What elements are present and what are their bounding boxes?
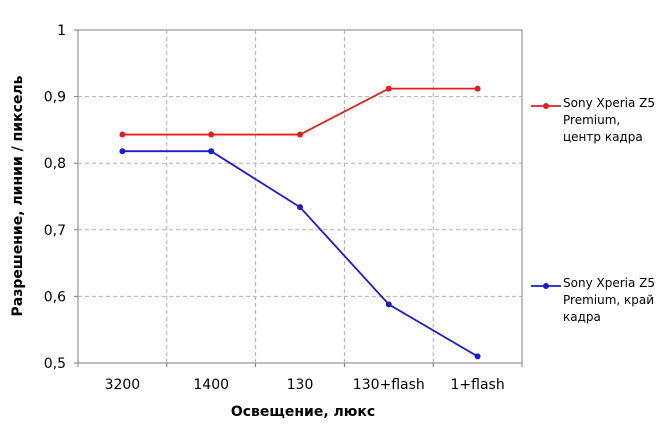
data-point: [119, 148, 126, 155]
x-tick-label: 1+flash: [450, 377, 504, 393]
legend-label-edge: Sony Xperia Z5 Premium, край кадра: [563, 276, 655, 324]
x-axis-label: Освещение, люкс: [231, 404, 375, 420]
y-tick-label: 0,7: [44, 223, 66, 239]
data-point: [297, 131, 303, 138]
legend-swatch-center: [531, 103, 561, 109]
y-tick-label: 0,6: [44, 289, 66, 305]
data-point: [385, 301, 392, 308]
y-tick-label: 0,9: [44, 90, 66, 106]
legend-swatch-edge: [531, 283, 561, 289]
plot-frame: [77, 29, 523, 364]
data-point: [297, 204, 303, 211]
plot-area: [77, 29, 523, 364]
y-axis-label: Разрешение, линии / пиксель: [10, 75, 26, 316]
data-point: [208, 131, 215, 138]
y-tick-label: 0,8: [44, 156, 66, 172]
x-tick-label: 3200: [105, 377, 141, 393]
data-point: [474, 85, 481, 92]
x-tick-label: 130: [287, 377, 314, 393]
data-point: [474, 353, 481, 360]
y-tick-labels: 0,5 0,6 0,7 0,8 0,9 1: [44, 23, 66, 372]
data-point: [208, 148, 215, 155]
x-tick-label: 130+flash: [353, 377, 425, 393]
grid-lines: [74, 29, 523, 367]
data-point: [119, 131, 126, 138]
y-tick-label: 1: [57, 23, 66, 39]
data-point: [385, 85, 392, 92]
y-tick-label: 0,5: [44, 356, 66, 372]
x-tick-label: 1400: [193, 377, 229, 393]
x-tick-labels: 3200 1400 130 130+flash 1+flash: [105, 377, 505, 393]
legend-label-center: Sony Xperia Z5 Premium, центр кадра: [563, 96, 655, 144]
series-layer: [119, 85, 481, 360]
